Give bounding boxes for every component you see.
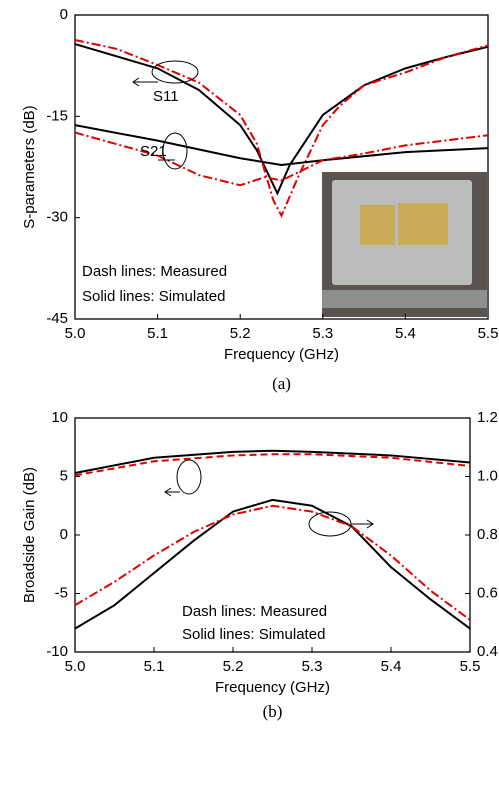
data-line bbox=[74, 449, 471, 474]
x-tick-label: 5.2 bbox=[223, 658, 244, 675]
data-line bbox=[74, 131, 489, 187]
x-tick-label: 5.4 bbox=[381, 658, 402, 675]
y-tick-label: -30 bbox=[46, 209, 68, 226]
x-tick-label: 5.3 bbox=[312, 325, 333, 342]
inset-photo bbox=[322, 172, 487, 317]
y2-tick-label: 0.6 bbox=[477, 584, 498, 601]
data-line bbox=[74, 504, 471, 621]
chart-panel: 5.0 5.1 5.2 5.3 5.4 5.5 0 -15 -30 -45 Frequency (G… bbox=[21, 6, 498, 393]
plot-frame bbox=[74, 14, 489, 320]
y-tick-label: 0 bbox=[60, 526, 68, 543]
data-line bbox=[74, 498, 471, 630]
y-tick-label: -10 bbox=[46, 643, 68, 660]
panel-caption: (b) bbox=[263, 702, 283, 721]
x-tick-label: 5.2 bbox=[230, 325, 251, 342]
x-tick-label: 5.1 bbox=[144, 658, 165, 675]
x-tick-label: 5.0 bbox=[65, 325, 86, 342]
annotation-arrow bbox=[164, 487, 180, 497]
annotation: S21 bbox=[140, 143, 167, 160]
y2-tick-label: 1.0 bbox=[477, 467, 498, 484]
annotation: S11 bbox=[153, 88, 179, 105]
annotation-ellipse bbox=[176, 459, 202, 495]
data-line bbox=[74, 39, 489, 218]
y-tick-label: 10 bbox=[51, 409, 68, 426]
panel-caption: (a) bbox=[272, 374, 291, 393]
x-axis-label: Frequency (GHz) bbox=[224, 346, 339, 363]
annotation-arrow bbox=[351, 519, 374, 529]
annotation: Dash lines: Measured bbox=[182, 603, 327, 620]
x-axis-label: Frequency (GHz) bbox=[215, 679, 330, 696]
data-line bbox=[74, 453, 471, 477]
y2-tick-label: 1.2 bbox=[477, 409, 498, 426]
x-tick-label: 5.1 bbox=[147, 325, 168, 342]
annotation: Solid lines: Simulated bbox=[82, 288, 225, 305]
x-tick-label: 5.0 bbox=[65, 658, 86, 675]
annotation: Dash lines: Measured bbox=[82, 263, 227, 280]
y-axis-label: Broadside Gain (dB) bbox=[21, 467, 38, 603]
annotation-ellipse bbox=[162, 132, 188, 170]
y2-tick-label: 0.8 bbox=[477, 526, 498, 543]
annotation-arrow bbox=[132, 77, 158, 87]
x-tick-label: 5.3 bbox=[302, 658, 323, 675]
y-tick-label: -15 bbox=[46, 107, 68, 124]
annotation-ellipse bbox=[151, 60, 199, 84]
y2-tick-label: 0.4 bbox=[477, 643, 498, 660]
x-tick-label: 5.5 bbox=[460, 658, 481, 675]
y-tick-label: 5 bbox=[60, 467, 68, 484]
data-line bbox=[74, 43, 489, 196]
x-tick-label: 5.4 bbox=[395, 325, 416, 342]
y-tick-label: -45 bbox=[46, 310, 68, 327]
annotation: Solid lines: Simulated bbox=[182, 626, 325, 643]
y-tick-label: -5 bbox=[55, 584, 68, 601]
chart-panel: 5.0 5.1 5.2 5.3 5.4 5.5 -10 -5 0 5 10 0.4 0.6 0.8 1.0 1… bbox=[21, 409, 498, 721]
y-axis-label: S-parameters (dB) bbox=[21, 105, 38, 228]
data-line bbox=[74, 124, 489, 166]
x-tick-label: 5.5 bbox=[478, 325, 499, 342]
y-tick-label: 0 bbox=[60, 6, 68, 23]
